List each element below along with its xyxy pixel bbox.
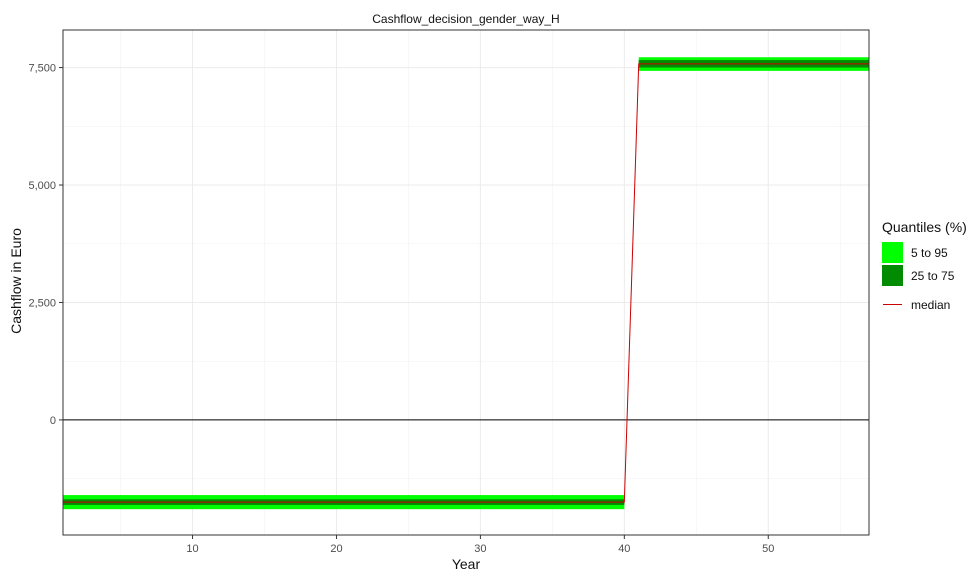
- legend-key-25-to-75: [882, 265, 903, 286]
- legend-key-5-to-95: [882, 242, 903, 263]
- median-line: [63, 63, 869, 503]
- x-tick-label: 10: [186, 543, 198, 555]
- plot-border: [62, 29, 870, 536]
- legend-item-25-to-75: 25 to 75: [882, 264, 967, 287]
- legend: Quantiles (%) 5 to 95 25 to 75 median: [882, 219, 967, 316]
- x-axis-label: Year: [451, 556, 481, 572]
- y-tick-label: 0: [50, 415, 56, 427]
- plot-panel: [63, 30, 869, 535]
- y-tick-label: 5,000: [28, 180, 56, 192]
- x-tick-label: 40: [618, 543, 630, 555]
- legend-label-median: median: [911, 297, 951, 312]
- legend-item-5-to-95: 5 to 95: [882, 241, 967, 264]
- legend-key-median: [882, 294, 903, 315]
- y-tick-label: 7,500: [28, 63, 56, 75]
- chart-title: Cashflow_decision_gender_way_H: [372, 12, 560, 26]
- x-tick-label: 50: [762, 543, 774, 555]
- legend-title: Quantiles (%): [882, 219, 967, 235]
- x-tick-label: 30: [474, 543, 486, 555]
- legend-label-25-to-75: 25 to 75: [911, 268, 955, 283]
- y-tick-label: 2,500: [28, 297, 56, 309]
- legend-label-5-to-95: 5 to 95: [911, 245, 948, 260]
- x-tick-label: 20: [330, 543, 342, 555]
- legend-item-median: median: [882, 293, 967, 316]
